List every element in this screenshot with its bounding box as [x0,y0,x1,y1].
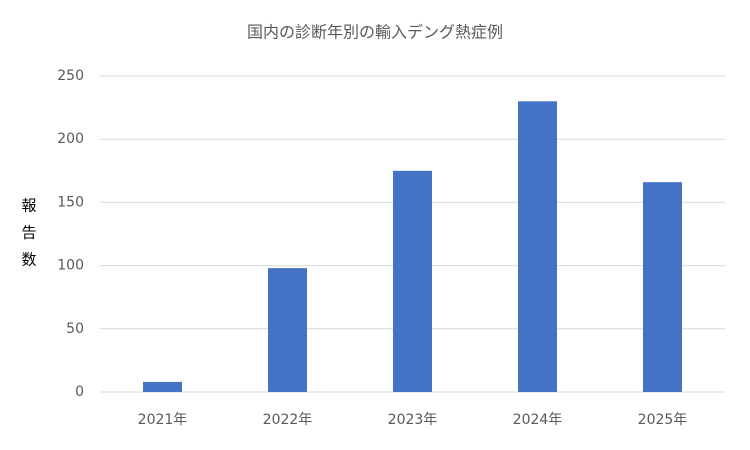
y-tick-label: 0 [75,384,84,400]
bar [643,182,682,392]
x-tick-label: 2021年 [138,412,188,428]
bar [143,381,182,392]
bar [268,268,307,392]
bar [393,170,432,392]
bar [518,101,557,392]
y-tick-label: 200 [57,131,84,147]
y-tick-label: 100 [57,258,84,274]
chart-title: 国内の診断年別の輸入デング熱症例 [247,23,503,42]
x-tick-label: 2024年 [513,412,563,428]
y-tick-label: 250 [57,68,84,84]
y-tick-label: 150 [57,194,84,210]
y-tick-label: 50 [66,321,84,337]
x-tick-label: 2025年 [638,412,688,428]
y-axis-label: 報告数 [20,198,38,279]
x-tick-label: 2023年 [388,412,438,428]
x-tick-label: 2022年 [263,412,313,428]
